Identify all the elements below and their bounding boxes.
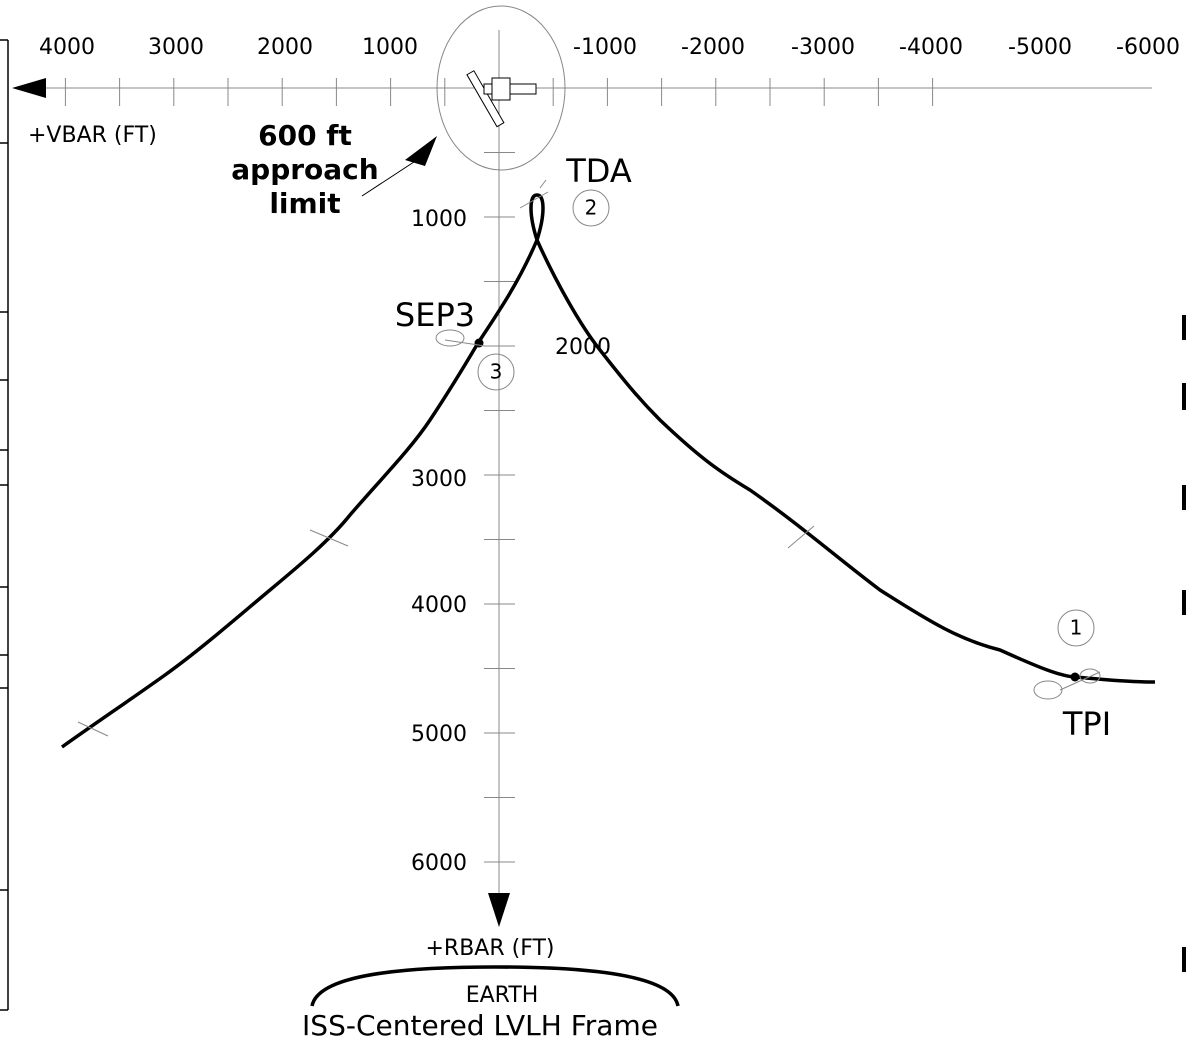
point-label: TPI <box>1062 705 1111 743</box>
approach-ellipse <box>436 5 566 171</box>
trajectory <box>60 193 1156 749</box>
caption: ISS-Centered LVLH Frame <box>302 1009 658 1041</box>
marker-number: 1 <box>1070 616 1083 640</box>
x-axis-label: +VBAR (FT) <box>28 123 157 148</box>
x-tick-label: -3000 <box>791 35 855 60</box>
x-tick-label: 1000 <box>362 35 418 60</box>
x-tick-label: 4000 <box>39 35 95 60</box>
approach-limit-text: 600 ft <box>258 119 352 152</box>
x-tick-label: 2000 <box>257 35 313 60</box>
vbar-arrow <box>12 78 46 98</box>
approach-limit-text: limit <box>269 187 340 220</box>
x-tick-label: -1000 <box>573 35 637 60</box>
marker-circle <box>1057 609 1095 647</box>
x-tick-label: -5000 <box>1008 35 1072 60</box>
y-axis-label: +RBAR (FT) <box>425 936 554 961</box>
marker-circle <box>477 353 515 391</box>
marker-circle <box>572 189 610 227</box>
y-tick-label: 1000 <box>411 207 467 232</box>
x-tick-label: -4000 <box>899 35 963 60</box>
earth-label: EARTH <box>466 983 539 1008</box>
y-tick-label: 2000 <box>555 335 611 360</box>
rbar-arrow <box>488 893 510 927</box>
marker-number: 2 <box>585 196 598 220</box>
limit-arrow <box>405 136 437 166</box>
approach-limit-text: approach <box>231 153 378 186</box>
x-tick-label: 3000 <box>148 35 204 60</box>
marker-number: 3 <box>490 360 503 384</box>
limit-leader <box>361 157 421 197</box>
sep3-dot <box>474 338 484 348</box>
x-tick-label: -6000 <box>1116 35 1180 60</box>
x-tick-label: -2000 <box>681 35 745 60</box>
y-tick-label: 6000 <box>411 851 467 876</box>
point-label: TDA <box>565 152 632 190</box>
axis-ticks <box>64 78 934 863</box>
iss-icon <box>466 70 537 128</box>
point-label: SEP3 <box>395 296 475 334</box>
spacecraft-icons <box>77 179 1101 737</box>
y-tick-label: 5000 <box>411 722 467 747</box>
earth-arc <box>310 965 680 1007</box>
edge-marks <box>0 39 1186 1011</box>
tpi-dot <box>1070 672 1080 682</box>
y-tick-label: 3000 <box>411 467 467 492</box>
y-tick-label: 4000 <box>411 593 467 618</box>
